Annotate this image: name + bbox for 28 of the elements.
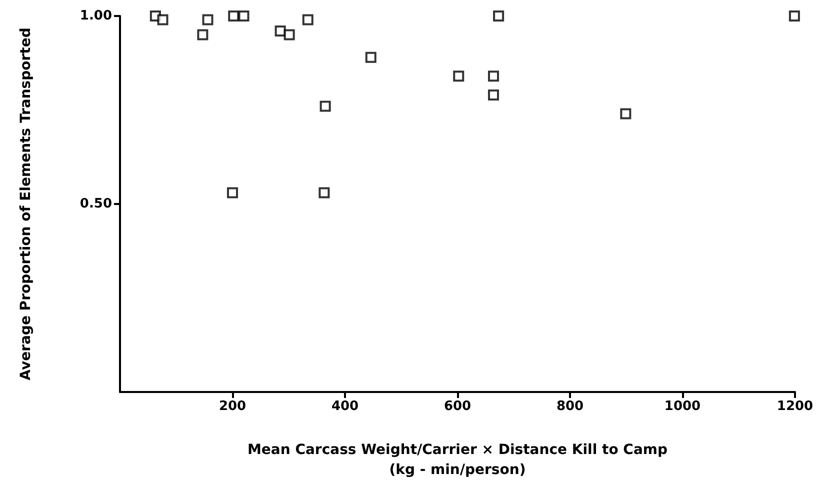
point [320, 100, 331, 112]
point [202, 14, 214, 26]
point [488, 89, 499, 100]
point [228, 10, 240, 22]
x-tick-label: 600 [444, 399, 472, 414]
point [493, 10, 504, 22]
y-tick-label: 1.00 [80, 8, 112, 24]
point [488, 70, 499, 82]
x-tick-label: 1000 [664, 399, 701, 414]
point [302, 14, 314, 26]
point [453, 70, 464, 82]
x-axis-title: Mean Carcass Weight/Carrier × Distance Kill to Camp (kg - min/person) [247, 442, 668, 478]
x-tick-label: 800 [556, 399, 584, 414]
point [197, 29, 208, 40]
y-tick-label: 0.50 [80, 196, 112, 212]
point [365, 52, 376, 63]
point [620, 108, 632, 120]
y-axis-title: Average Proportion of Elements Transported [18, 28, 34, 380]
point [788, 10, 800, 22]
x-tick-label: 1200 [776, 399, 814, 414]
point [318, 187, 330, 198]
point [227, 187, 238, 198]
point [274, 26, 286, 37]
point [238, 10, 250, 22]
x-tick-label: 400 [331, 399, 359, 414]
point [157, 14, 168, 26]
point [284, 29, 295, 40]
x-tick-label: 200 [218, 399, 246, 414]
